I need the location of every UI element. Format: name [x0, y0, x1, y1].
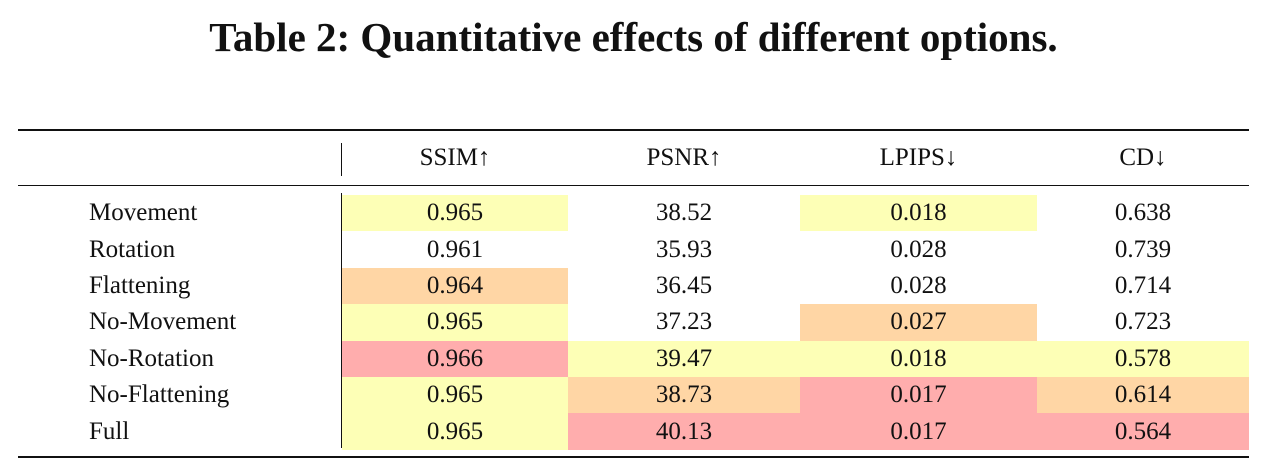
table-row: Full 0.965 40.13 0.017 0.564 [18, 413, 1249, 450]
table-header-row: SSIM↑ PSNR↑ LPIPS↓ CD↓ [18, 131, 1249, 186]
header-column-divider [341, 143, 343, 176]
column-header-cd: CD↓ [1119, 144, 1167, 171]
column-header-psnr: PSNR↑ [646, 144, 722, 171]
cell-cd: 0.614 [1037, 376, 1249, 414]
row-label: Flattening [89, 271, 191, 299]
results-table: SSIM↑ PSNR↑ LPIPS↓ CD↓ Movement 0.965 38.5… [18, 129, 1249, 458]
cell-lpips: 0.028 [890, 271, 947, 299]
cell-psnr: 38.52 [655, 199, 713, 227]
cell-cd: 0.723 [1114, 308, 1172, 336]
cell-psnr: 36.45 [655, 271, 713, 299]
cell-psnr: 38.73 [568, 376, 800, 414]
table-row: Flattening 0.964 36.45 0.028 0.714 [18, 267, 1249, 305]
cell-cd: 0.578 [1037, 340, 1249, 377]
column-header-ssim: SSIM↑ [419, 144, 491, 171]
table-row: No-Flattening 0.965 38.73 0.017 0.614 [18, 376, 1249, 414]
cell-lpips: 0.027 [800, 304, 1037, 341]
cell-cd: 0.739 [1114, 235, 1172, 263]
cell-lpips: 0.018 [800, 195, 1037, 232]
cell-ssim: 0.965 [342, 376, 568, 414]
cell-psnr: 37.23 [655, 308, 713, 336]
cell-lpips: 0.017 [800, 376, 1037, 414]
cell-lpips: 0.018 [800, 340, 1037, 377]
body-column-divider [341, 193, 343, 448]
cell-lpips: 0.017 [800, 413, 1037, 450]
cell-lpips: 0.028 [890, 235, 947, 263]
cell-cd: 0.638 [1114, 199, 1172, 227]
cell-ssim: 0.964 [342, 267, 568, 305]
table-row: No-Movement 0.965 37.23 0.027 0.723 [18, 304, 1249, 341]
cell-cd: 0.714 [1114, 271, 1172, 299]
cell-psnr: 40.13 [568, 413, 800, 450]
row-label: Rotation [89, 235, 176, 263]
column-header-lpips: LPIPS↓ [879, 144, 958, 171]
cell-ssim: 0.965 [342, 195, 568, 232]
cell-ssim: 0.966 [342, 340, 568, 377]
cell-psnr: 35.93 [655, 235, 713, 263]
table-row: Movement 0.965 38.52 0.018 0.638 [18, 195, 1249, 232]
cell-ssim: 0.965 [342, 413, 568, 450]
table-row: Rotation 0.961 35.93 0.028 0.739 [18, 231, 1249, 267]
row-label: Movement [89, 199, 198, 227]
row-label: No-Flattening [89, 381, 230, 409]
row-label: Full [89, 417, 130, 445]
row-label: No-Movement [89, 308, 237, 336]
row-label: No-Rotation [89, 344, 214, 372]
table-body: Movement 0.965 38.52 0.018 0.638 Rotation 0.96… [18, 186, 1249, 456]
cell-psnr: 39.47 [568, 340, 800, 377]
cell-ssim: 0.961 [426, 235, 484, 263]
table-row: No-Rotation 0.966 39.47 0.018 0.578 [18, 340, 1249, 377]
cell-cd: 0.564 [1037, 413, 1249, 450]
table-caption: Table 2: Quantitative effects of differe… [209, 14, 1058, 60]
cell-ssim: 0.965 [342, 304, 568, 341]
